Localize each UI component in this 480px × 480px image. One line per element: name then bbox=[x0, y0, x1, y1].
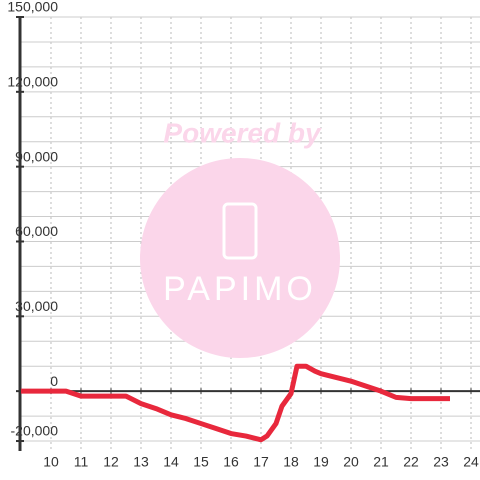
watermark-text: PAPIMO bbox=[163, 270, 317, 308]
x-tick-label: 11 bbox=[74, 454, 89, 470]
x-tick-label: 18 bbox=[283, 454, 299, 470]
watermark-text: Powered by bbox=[163, 117, 322, 148]
x-tick-label: 16 bbox=[223, 454, 239, 470]
x-tick-label: 12 bbox=[103, 454, 119, 470]
x-tick-label: 13 bbox=[133, 454, 149, 470]
y-tick-label: 60,000 bbox=[15, 223, 58, 239]
line-series bbox=[20, 363, 450, 443]
x-tick-label: 24 bbox=[463, 454, 479, 470]
x-tick-label: 22 bbox=[403, 454, 419, 470]
x-tick-label: 23 bbox=[433, 454, 449, 470]
y-tick-label: 30,000 bbox=[15, 298, 58, 314]
y-tick-label: 90,000 bbox=[15, 148, 58, 164]
x-tick-label: 14 bbox=[163, 454, 179, 470]
y-tick-label: -20,000 bbox=[11, 423, 59, 439]
y-tick-label: 150,000 bbox=[7, 0, 58, 15]
watermark: Powered by PAPIMO bbox=[140, 117, 340, 358]
y-tick-label: 120,000 bbox=[7, 74, 58, 90]
y-tick-label: 0 bbox=[50, 373, 58, 389]
x-tick-label: 21 bbox=[373, 454, 389, 470]
x-tick-label: 20 bbox=[343, 454, 359, 470]
x-tick-label: 17 bbox=[253, 454, 269, 470]
x-tick-label: 15 bbox=[193, 454, 209, 470]
x-tick-label: 10 bbox=[43, 454, 59, 470]
x-tick-label: 19 bbox=[313, 454, 329, 470]
watermark-icon bbox=[222, 202, 258, 260]
